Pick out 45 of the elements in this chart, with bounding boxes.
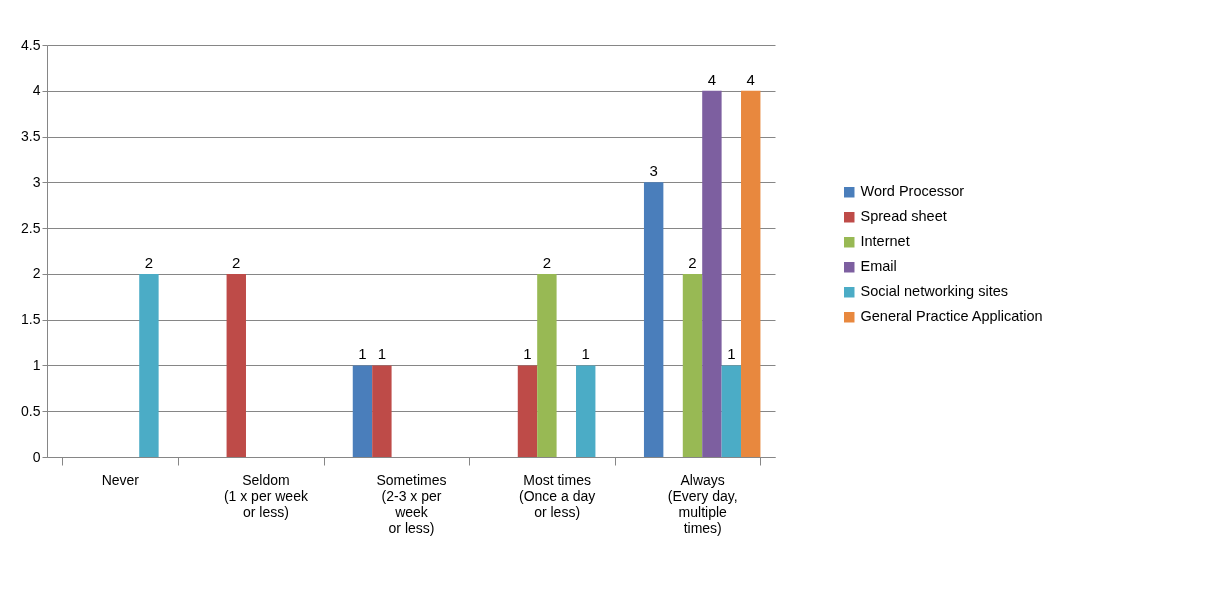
bar <box>139 273 159 457</box>
data-label: 3 <box>649 162 658 180</box>
x-tick-label: Never <box>101 471 140 488</box>
bar <box>682 273 703 457</box>
legend-label: Word Processor <box>860 183 965 200</box>
bar <box>576 365 596 457</box>
data-label: 1 <box>377 345 387 363</box>
data-label: 2 <box>542 253 552 271</box>
y-tick-label: 3.5 <box>21 128 41 145</box>
bar <box>741 90 761 457</box>
data-label: 1 <box>523 345 532 363</box>
y-tick-label: 4.5 <box>21 36 41 53</box>
bar <box>702 90 722 457</box>
bar <box>537 273 557 457</box>
data-label: 4 <box>707 70 717 88</box>
data-label: 1 <box>581 345 590 363</box>
y-tick-label: 2 <box>32 265 41 282</box>
data-label: 2 <box>688 253 697 271</box>
y-tick-label: 1 <box>32 356 41 373</box>
legend-label: Spread sheet <box>860 208 947 225</box>
bar <box>372 365 392 457</box>
x-tick-label: Sometimes (2-3 x per week or less) <box>376 471 447 536</box>
legend-label: General Practice Application <box>860 308 1043 325</box>
bar <box>517 365 538 457</box>
y-tick-label: 4 <box>32 82 41 99</box>
y-tick-label: 0 <box>32 448 41 465</box>
legend-label: Email <box>860 258 897 275</box>
data-label: 1 <box>358 345 367 363</box>
legend-label: Social networking sites <box>860 283 1008 300</box>
y-tick-label: 0.5 <box>21 402 41 419</box>
legend-label: Internet <box>860 233 910 250</box>
bar <box>352 365 373 457</box>
bar <box>721 365 742 457</box>
y-tick-label: 3 <box>32 173 41 190</box>
data-label: 1 <box>727 345 736 363</box>
x-tick-label: Seldom (1 x per week or less) <box>223 471 309 520</box>
bar <box>226 273 246 457</box>
data-label: 4 <box>746 70 755 88</box>
bar <box>643 182 664 457</box>
x-tick-label: Always (Every day, multiple times) <box>667 471 738 536</box>
y-tick-label: 2.5 <box>21 219 41 236</box>
data-label: 2 <box>232 253 241 271</box>
x-tick-label: Most times (Once a day or less) <box>518 471 596 520</box>
data-label: 2 <box>144 253 154 271</box>
y-tick-label: 1.5 <box>21 311 41 328</box>
